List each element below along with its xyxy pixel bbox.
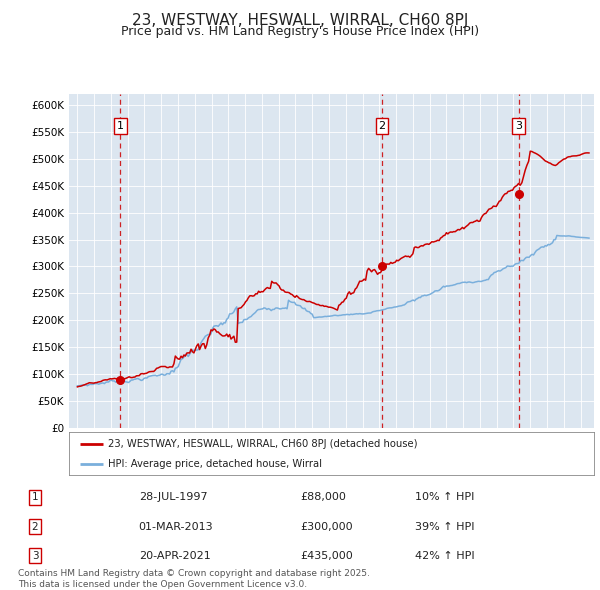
Text: Contains HM Land Registry data © Crown copyright and database right 2025.
This d: Contains HM Land Registry data © Crown c… — [18, 569, 370, 589]
Text: 20-APR-2021: 20-APR-2021 — [139, 551, 211, 560]
Text: 2: 2 — [32, 522, 38, 532]
Text: 3: 3 — [515, 121, 522, 131]
Text: 23, WESTWAY, HESWALL, WIRRAL, CH60 8PJ: 23, WESTWAY, HESWALL, WIRRAL, CH60 8PJ — [132, 13, 468, 28]
Text: 28-JUL-1997: 28-JUL-1997 — [139, 493, 208, 502]
Text: 42% ↑ HPI: 42% ↑ HPI — [415, 551, 475, 560]
Text: Price paid vs. HM Land Registry's House Price Index (HPI): Price paid vs. HM Land Registry's House … — [121, 25, 479, 38]
Text: 1: 1 — [32, 493, 38, 502]
Text: 1: 1 — [117, 121, 124, 131]
Text: 3: 3 — [32, 551, 38, 560]
Text: 10% ↑ HPI: 10% ↑ HPI — [415, 493, 475, 502]
Text: £435,000: £435,000 — [300, 551, 353, 560]
Text: HPI: Average price, detached house, Wirral: HPI: Average price, detached house, Wirr… — [109, 460, 322, 469]
Text: 23, WESTWAY, HESWALL, WIRRAL, CH60 8PJ (detached house): 23, WESTWAY, HESWALL, WIRRAL, CH60 8PJ (… — [109, 440, 418, 450]
Text: £88,000: £88,000 — [300, 493, 346, 502]
Text: 39% ↑ HPI: 39% ↑ HPI — [415, 522, 475, 532]
Text: 2: 2 — [379, 121, 386, 131]
Text: 01-MAR-2013: 01-MAR-2013 — [139, 522, 214, 532]
Text: £300,000: £300,000 — [300, 522, 353, 532]
